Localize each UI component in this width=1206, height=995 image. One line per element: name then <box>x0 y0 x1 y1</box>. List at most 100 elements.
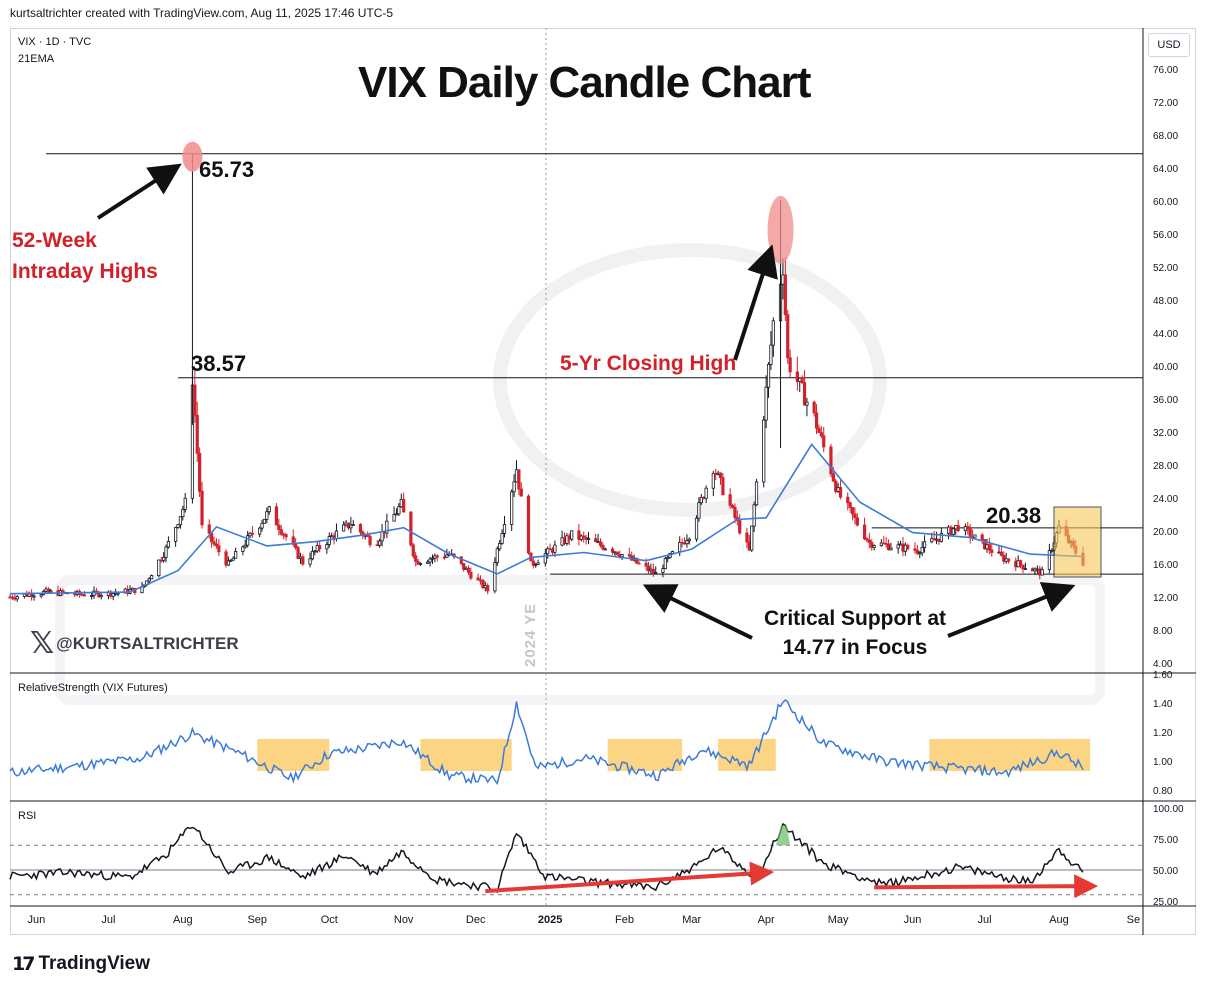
tradingview-logo-icon: 17 <box>12 953 36 975</box>
candle-body <box>32 595 36 598</box>
candle-body <box>181 509 185 518</box>
price-y-tick-label: 68.00 <box>1153 131 1178 142</box>
candle-body <box>435 555 439 558</box>
candle-body <box>543 553 547 564</box>
price-y-tick-label: 44.00 <box>1153 329 1178 340</box>
weekly-highs-line-2: Intraday Highs <box>12 260 158 283</box>
candle-body <box>99 594 103 598</box>
candle-body <box>476 577 480 581</box>
x-tick-label: Aug <box>1049 914 1069 926</box>
candle-body <box>342 524 346 532</box>
high-value-label: 65.73 <box>199 157 255 182</box>
price-y-tick-label: 76.00 <box>1153 65 1178 76</box>
weekly-high-arrow <box>96 163 182 220</box>
rs-y-tick-label: 1.40 <box>1153 699 1173 710</box>
x-tick-label: Nov <box>394 914 414 926</box>
candle-body <box>896 544 900 549</box>
x-tick-label: Aug <box>173 914 193 926</box>
candle-body <box>214 543 219 547</box>
candle-body <box>999 551 1003 556</box>
candle-body <box>1023 568 1027 571</box>
candle-body <box>834 480 838 492</box>
candle-body <box>313 550 317 553</box>
candle-body <box>296 547 300 559</box>
candle-body <box>646 565 651 572</box>
weekly-highs-line-1: 52-Week <box>12 229 97 252</box>
rsi-y-tick-label: 25.00 <box>1153 897 1178 908</box>
candle-body <box>865 538 869 541</box>
candle-body <box>750 525 754 551</box>
chart-title: VIX Daily Candle Chart <box>358 58 811 107</box>
x-tick-label: Jul <box>978 914 992 926</box>
candle-body <box>661 568 665 573</box>
rs-line <box>9 699 1084 786</box>
candle-body <box>502 524 507 534</box>
rsi-pane <box>9 822 1143 899</box>
candle-body <box>831 473 835 482</box>
candle-body <box>913 548 917 551</box>
candle-body <box>764 386 768 421</box>
candle-body <box>310 550 315 560</box>
tradingview-wordmark: TradingView <box>38 953 151 974</box>
rs-pane-title[interactable]: RelativeStrength (VIX Futures) <box>18 682 168 694</box>
candle-body <box>651 568 655 574</box>
candle-body <box>872 545 876 548</box>
support-label: Critical Support at 14.77 in Focus <box>750 604 960 662</box>
x-tick-label: Se <box>1127 914 1140 926</box>
price-y-tick-label: 16.00 <box>1153 560 1178 571</box>
candle-body <box>766 363 771 388</box>
candle-body <box>49 590 53 593</box>
candle-body <box>752 504 756 527</box>
candle-body <box>644 562 648 567</box>
closing-high-label: 5-Yr Closing High <box>560 352 737 375</box>
candle-body <box>577 530 581 540</box>
rsi-y-tick-label: 100.00 <box>1153 804 1184 815</box>
candle-body <box>416 560 420 565</box>
candle-body <box>15 596 19 600</box>
candle-body <box>512 481 516 493</box>
price-y-tick-label: 48.00 <box>1153 296 1178 307</box>
candle-body <box>697 502 701 519</box>
ema-header[interactable]: 21EMA <box>18 53 55 65</box>
candle-body <box>783 274 787 315</box>
candle-body <box>853 513 857 519</box>
candle-body <box>867 539 871 543</box>
candle-body <box>829 446 833 475</box>
candle-body <box>1018 560 1023 566</box>
candle-body <box>246 535 250 546</box>
candle-body <box>198 452 202 492</box>
candle-body <box>990 549 994 553</box>
candle-body <box>918 552 922 555</box>
candle-body <box>466 567 471 573</box>
candle-body <box>325 544 329 550</box>
ema-line <box>9 443 1084 595</box>
tradingview-logo[interactable]: 17 TradingView <box>12 953 150 975</box>
candle-body <box>392 514 396 522</box>
candle-body <box>870 542 874 548</box>
candle-body <box>430 557 435 560</box>
candle-body <box>822 435 826 448</box>
candle-body <box>174 527 178 542</box>
price-y-tick-label: 8.00 <box>1153 626 1173 637</box>
currency-button[interactable]: USD <box>1148 33 1190 57</box>
rs-y-tick-label: 0.80 <box>1153 786 1173 797</box>
candle-body <box>531 560 535 566</box>
candle-body <box>469 571 473 579</box>
candle-body <box>308 558 312 565</box>
candle-body <box>265 511 269 520</box>
symbol-header[interactable]: VIX · 1D · TVC <box>18 36 92 48</box>
candle-body <box>243 544 247 548</box>
price-y-tick-label: 72.00 <box>1153 98 1178 109</box>
candle-body <box>915 549 919 554</box>
main-price-pane <box>8 153 1143 602</box>
candle-body <box>510 491 514 525</box>
candle-body <box>90 595 94 597</box>
candle-body <box>745 532 749 543</box>
candle-body <box>615 551 619 556</box>
rsi-pane-title[interactable]: RSI <box>18 810 37 822</box>
handle-text: @KURTSALTRICHTER <box>56 633 239 653</box>
candle-body <box>178 516 183 526</box>
year-end-marker: 2024 YE <box>522 602 539 667</box>
candle-body <box>769 344 773 365</box>
